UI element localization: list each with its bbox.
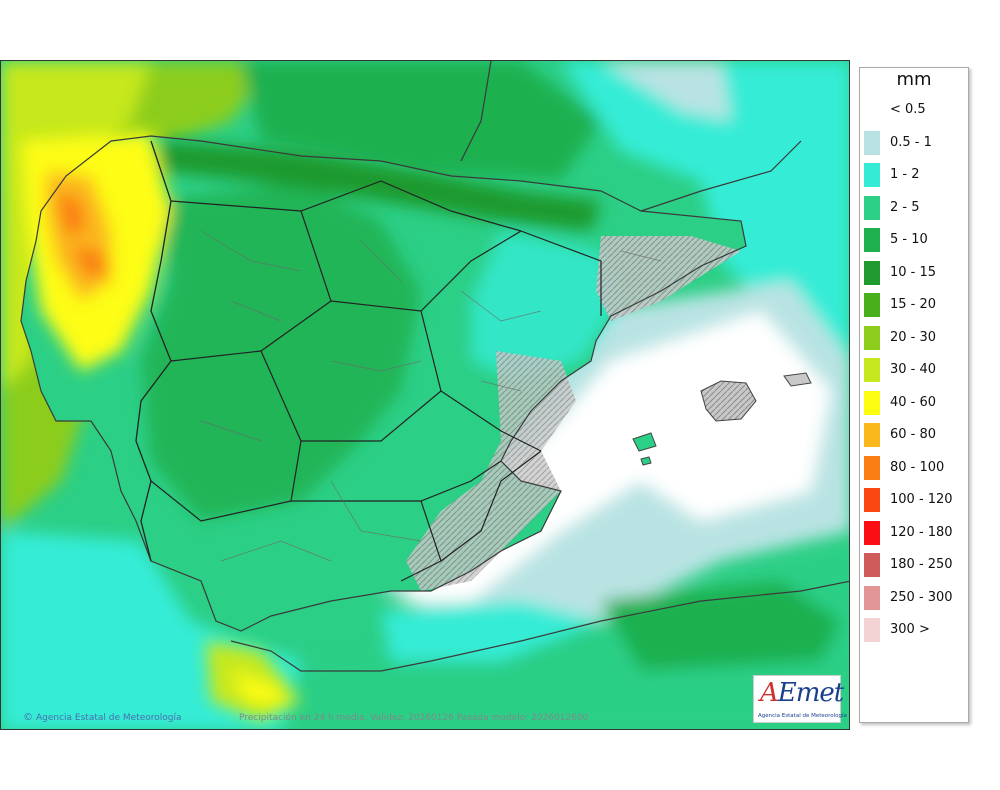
legend-item: 40 - 60	[860, 390, 970, 415]
legend-item: 0.5 - 1	[860, 130, 970, 155]
precipitation-map: © Agencia Estatal de Meteorología Precipi…	[0, 60, 850, 730]
legend-swatch	[864, 130, 880, 155]
legend-swatch	[864, 98, 880, 122]
legend-item: 1 - 2	[860, 163, 970, 187]
africa-coast	[230, 580, 849, 672]
inland-dark-green	[141, 181, 421, 521]
legend-label: < 0.5	[890, 102, 926, 117]
portugal-border	[135, 140, 172, 562]
legend-item: 60 - 80	[860, 423, 970, 447]
legend-swatch	[864, 358, 880, 382]
legend-item: 30 - 40	[860, 358, 970, 382]
legend-label: 180 - 250	[890, 557, 953, 572]
legend-swatch	[864, 163, 880, 187]
legend-label: 30 - 40	[890, 362, 937, 377]
galicia-red	[56, 191, 86, 236]
legend-swatch	[864, 553, 880, 577]
levante-relief	[406, 351, 576, 591]
legend-item: 2 - 5	[860, 195, 970, 220]
legend-item: 180 - 250	[860, 553, 970, 577]
map-graphic	[1, 61, 849, 729]
formentera	[640, 456, 652, 466]
legend-swatch	[864, 325, 880, 350]
africa-dark	[601, 581, 841, 671]
legend-label: 20 - 30	[890, 329, 937, 345]
legend-label: 40 - 60	[890, 394, 937, 410]
legend-swatch	[864, 585, 880, 610]
legend-item: 80 - 100	[860, 455, 970, 480]
legend-swatch	[864, 260, 880, 285]
ne-sea-light	[601, 61, 731, 121]
legend-swatch	[864, 195, 880, 220]
legend-swatch	[864, 488, 880, 512]
france-coast	[460, 61, 802, 212]
legend-item: 20 - 30	[860, 325, 970, 350]
cantabrian-dark	[161, 141, 601, 231]
legend-swatch	[864, 228, 880, 252]
legend-item: 5 - 10	[860, 228, 970, 252]
aemet-logo: AEmet Agencia Estatal de Meteorología	[753, 675, 847, 723]
tangier-core	[231, 671, 286, 706]
legend-swatch	[864, 618, 880, 642]
legend-item: 250 - 300	[860, 585, 970, 610]
legend-item: 100 - 120	[860, 488, 970, 512]
legend-label: 0.5 - 1	[890, 134, 932, 150]
legend-label: 120 - 180	[890, 524, 953, 540]
alboran-cyan	[381, 601, 601, 661]
ibiza	[632, 432, 657, 452]
legend-swatch	[864, 520, 880, 545]
province-borders	[200, 230, 662, 562]
legend-label: 60 - 80	[890, 427, 937, 442]
credit-text: © Agencia Estatal de Meteorología	[23, 712, 182, 723]
legend-item: < 0.5	[860, 98, 970, 122]
legend-swatch	[864, 423, 880, 447]
legend-label: 1 - 2	[890, 167, 920, 182]
legend-item: 10 - 15	[860, 260, 970, 285]
copyright-symbol: ©	[23, 712, 33, 723]
legend-item: 300 >	[860, 618, 970, 642]
menorca	[783, 372, 812, 387]
precipitation-legend: mm < 0.5 0.5 - 1 1 - 2 2 - 5 5 - 10 10 - 15 15…	[859, 67, 969, 723]
validity-caption: Precipitación en 24 h media. Validez: 20…	[239, 713, 589, 723]
legend-swatch	[864, 455, 880, 480]
legend-label: 300 >	[890, 622, 930, 637]
biscay-field	[241, 61, 601, 181]
legend-label: 10 - 15	[890, 264, 937, 280]
logo-wordmark: AEmet	[760, 678, 844, 708]
legend-item: 120 - 180	[860, 520, 970, 545]
region-borders	[150, 180, 602, 582]
legend-label: 2 - 5	[890, 199, 920, 215]
legend-swatch	[864, 390, 880, 415]
legend-label: 5 - 10	[890, 232, 928, 247]
credit-label: Agencia Estatal de Meteorología	[36, 713, 182, 723]
legend-label: 100 - 120	[890, 492, 953, 507]
legend-label: 80 - 100	[890, 459, 945, 475]
legend-label: 15 - 20	[890, 297, 937, 312]
legend-swatch	[864, 293, 880, 317]
catalonia-relief	[596, 236, 741, 321]
east-light	[471, 231, 621, 381]
galicia-red-2	[71, 246, 111, 276]
mallorca	[700, 380, 757, 422]
legend-item: 15 - 20	[860, 293, 970, 317]
iberia-coastline	[20, 135, 747, 632]
logo-subtitle: Agencia Estatal de Meteorología	[758, 713, 847, 719]
legend-unit: mm	[896, 69, 932, 90]
legend-label: 250 - 300	[890, 589, 953, 605]
